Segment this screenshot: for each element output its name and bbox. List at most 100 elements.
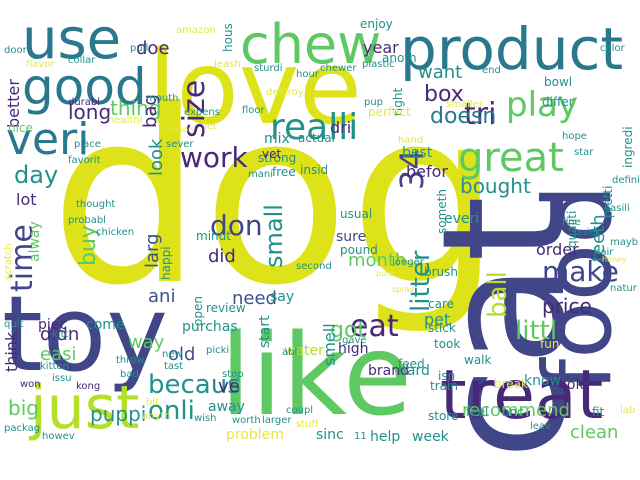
word-minut: minut (196, 229, 231, 243)
word-throw: throw (116, 355, 145, 366)
word-make: make (542, 255, 619, 288)
word-hand: hand (398, 135, 424, 146)
word-recommend: recommend (462, 400, 570, 421)
word-smaller: smaller (446, 99, 483, 110)
word-sure: sure (336, 229, 367, 245)
word-issu: issu (52, 373, 72, 384)
word-leash: leash (214, 59, 241, 70)
word-actual: actual (298, 131, 335, 145)
word-brush: brush (424, 265, 459, 279)
word-pound: pound (340, 243, 378, 257)
word-reason: reason (166, 125, 194, 134)
word-train: train (430, 379, 458, 393)
word-pull: pull (130, 43, 149, 54)
word-box: box (424, 82, 464, 107)
word-expens: expens (184, 107, 220, 118)
word-onli: onli (148, 396, 195, 426)
word-bought: bought (460, 174, 531, 198)
word-coupl: coupl (286, 405, 314, 416)
word-clean: clean (570, 422, 619, 443)
word-say: say (270, 289, 295, 305)
word-hair: hair (594, 247, 614, 258)
word-pure: pure (376, 269, 395, 278)
word-gave: gave (342, 335, 367, 346)
word-fun: fun (540, 337, 560, 351)
word-lab: lab (620, 405, 636, 416)
word-free: free (272, 165, 296, 179)
word-spray: spray (392, 285, 415, 294)
word-bit: bit (146, 397, 160, 408)
word-thought: thought (76, 199, 116, 210)
word-order: order (536, 240, 579, 259)
word-sever: sever (166, 139, 194, 150)
word-scratch: scratch (3, 243, 14, 280)
word-abl: abl (282, 347, 298, 358)
word-brand: brand (368, 363, 409, 379)
word-differ: differ (542, 95, 574, 109)
word-floor: floor (242, 105, 265, 116)
word-high: high (338, 341, 369, 357)
word-got: got (330, 318, 367, 343)
word-treat: treat (440, 356, 604, 435)
word-vet: vet (262, 147, 282, 161)
word-happi: happi (159, 246, 173, 280)
word-probabl: probabl (68, 215, 106, 226)
word-way: way (128, 332, 165, 353)
word-anoth: anoth (382, 51, 417, 65)
word-end: end (482, 65, 501, 76)
word-dri: dri (330, 118, 352, 137)
word-think: think (2, 331, 21, 372)
word-natur: natur (610, 283, 637, 294)
word-amazon: amazon (176, 25, 216, 36)
word-ingredi: ingredi (621, 126, 635, 168)
word-chicken: chicken (96, 227, 135, 238)
word-smell: smell (320, 323, 339, 366)
word-doesn: doesn (430, 104, 497, 129)
word-quit: quit (4, 319, 24, 330)
word-best: best (402, 145, 433, 161)
word-review: review (206, 301, 246, 315)
word-fine: fine (562, 217, 581, 228)
word-tri: tri (464, 97, 497, 132)
word-use: use (22, 7, 122, 72)
word-water: water (284, 343, 324, 359)
word-open: open (191, 296, 205, 326)
word-start: start (257, 315, 273, 348)
word-old: old (168, 344, 196, 365)
word-larger: larger (262, 415, 292, 426)
word-just: just (30, 373, 140, 443)
word-leav: leav (530, 421, 551, 432)
word-care: care (428, 297, 455, 311)
word-love: love (148, 29, 362, 148)
word-collar: collar (68, 55, 96, 66)
word-sinc: sinc (316, 427, 344, 443)
word-fit: fit (592, 405, 605, 419)
word-hour: hour (296, 69, 319, 80)
word-stop: stop (222, 369, 244, 380)
word-doe: doe (136, 38, 170, 59)
word-ball: ball (483, 271, 513, 318)
word-piec: piec (38, 317, 68, 333)
word-let: let (204, 121, 217, 132)
word-wish: wish (194, 413, 217, 424)
word-look: look (146, 138, 167, 176)
word-tast: tast (164, 361, 184, 372)
word-longer: longer (392, 257, 424, 268)
word-nice: nice (8, 121, 33, 135)
word-long: long (68, 100, 112, 124)
word-alway: alway (27, 221, 43, 262)
word-insid: insid (300, 163, 329, 177)
word-problem: problem (226, 427, 284, 443)
word-hope: hope (562, 131, 587, 142)
word-thing: thing (110, 96, 162, 120)
word-mix: mix (264, 131, 290, 147)
word-enjoy: enjoy (360, 17, 393, 31)
word-break: break (494, 377, 528, 391)
word-away: away (208, 399, 245, 415)
word-eat: eat (350, 309, 399, 344)
word-place: place (74, 139, 101, 150)
word-took: took (434, 337, 461, 351)
word-realli: realli (270, 107, 359, 148)
word-good: good (22, 58, 147, 116)
